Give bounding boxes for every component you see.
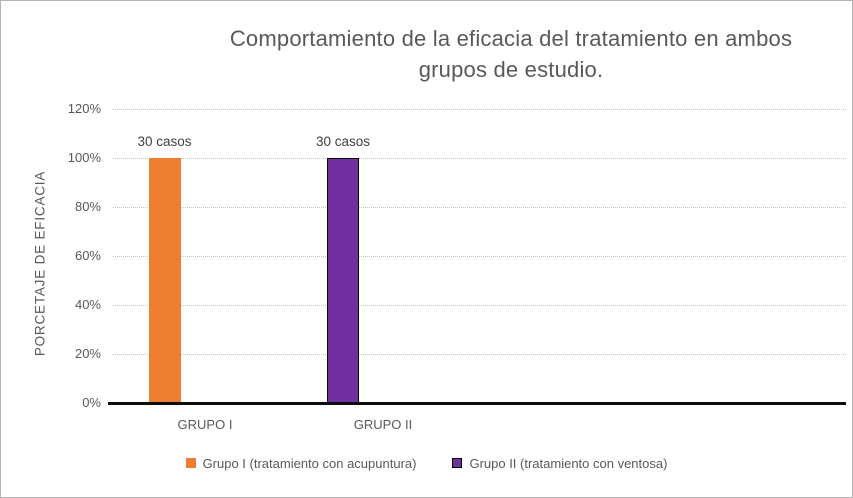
y-tick-label: 20%: [74, 346, 101, 361]
bar-data-label: 30 casos: [315, 134, 371, 149]
x-category-label: GRUPO II: [353, 417, 413, 432]
chart-title: Comportamiento de la eficacia del tratam…: [151, 23, 852, 85]
x-axis-line: [108, 402, 846, 405]
gridline: [113, 256, 846, 257]
x-category-label: GRUPO I: [177, 417, 233, 432]
y-tick-label: 0%: [82, 395, 101, 410]
gridline: [113, 354, 846, 355]
y-tick-label: 60%: [74, 248, 101, 263]
legend: Grupo I (tratamiento con acupuntura) Grup…: [1, 452, 852, 474]
legend-swatch-icon: [185, 458, 196, 468]
bar-grupo-ii: [327, 158, 359, 403]
legend-swatch-icon: [452, 458, 463, 468]
legend-label: Grupo I (tratamiento con acupuntura): [202, 455, 417, 471]
y-tick-label: 120%: [67, 101, 101, 116]
bar-grupo-i: [148, 158, 181, 403]
gridline: [113, 305, 846, 306]
legend-label: Grupo II (tratamiento con ventosa): [469, 455, 668, 471]
legend-item: Grupo II (tratamiento con ventosa): [452, 456, 667, 471]
gridline: [113, 109, 846, 110]
gridline: [113, 207, 846, 208]
gridline: [113, 158, 846, 159]
bar-data-label: 30 casos: [137, 134, 192, 149]
chart-title-line-2: grupos de estudio.: [418, 57, 604, 82]
y-tick-label: 40%: [74, 297, 101, 312]
y-tick-label: 80%: [74, 199, 101, 214]
y-tick-label: 100%: [67, 150, 101, 165]
chart-title-line-1: Comportamiento de la eficacia del tratam…: [229, 26, 793, 51]
legend-item: Grupo I (tratamiento con acupuntura): [185, 455, 417, 471]
